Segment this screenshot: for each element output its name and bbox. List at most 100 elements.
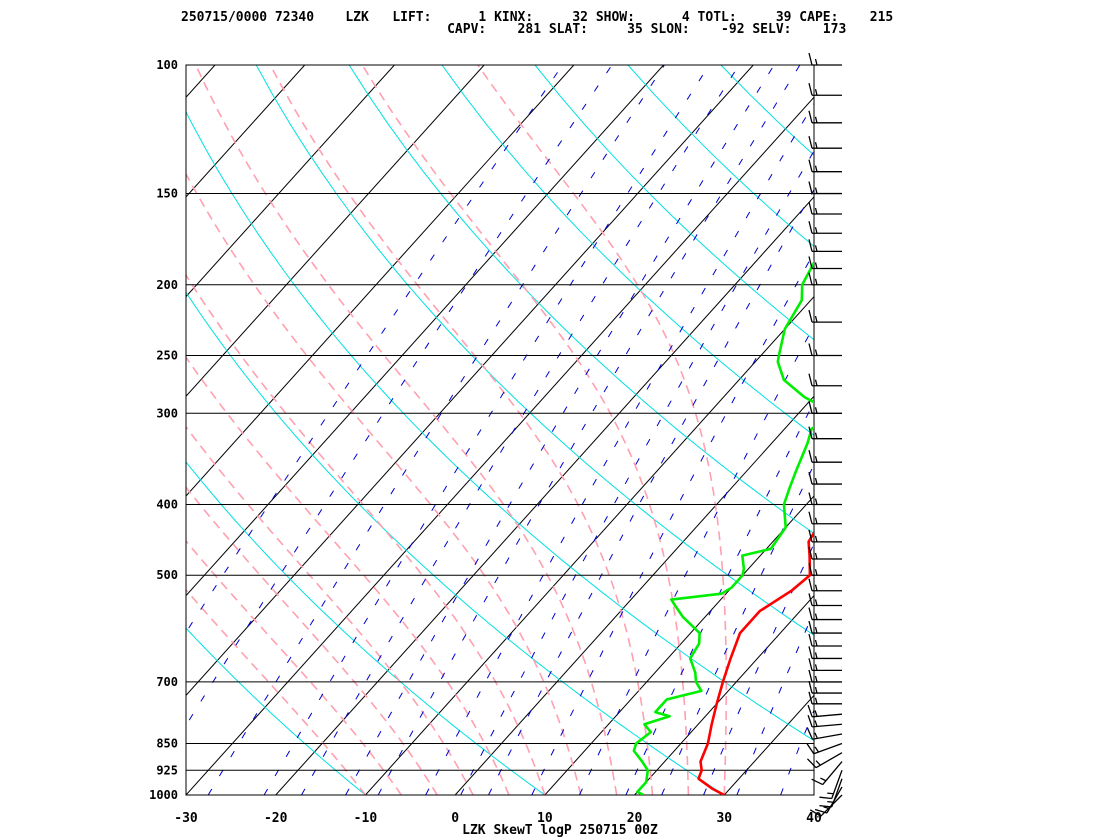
- wind-barb: [808, 607, 842, 621]
- temperature-tick--20: -20: [264, 811, 288, 826]
- moist-adiabat-line: [186, 588, 367, 795]
- wind-barb: [808, 309, 842, 323]
- wind-barb: [808, 546, 842, 560]
- moist-adiabat-line: [186, 425, 474, 795]
- isobars: [186, 64, 814, 796]
- wind-barb: [808, 52, 842, 66]
- wind-barb: [808, 83, 842, 96]
- pressure-tick-200: 200: [156, 278, 178, 292]
- isotherm-line: [544, 495, 814, 795]
- wind-barb: [819, 778, 843, 808]
- moist-adiabat-line: [186, 273, 546, 795]
- wind-barb: [808, 136, 842, 149]
- wind-barb: [808, 680, 842, 694]
- wind-barb: [808, 633, 842, 647]
- wind-barb: [808, 201, 842, 215]
- temperature-tick-0: 0: [451, 811, 459, 826]
- wind-barb: [807, 714, 843, 728]
- wind-barb: [808, 159, 842, 173]
- pressure-tick-100: 100: [156, 58, 178, 72]
- mixing-ratio-line: [578, 324, 814, 795]
- dry-adiabat-line: [186, 627, 366, 795]
- dry-adiabat-line: [720, 65, 814, 156]
- mixing-ratio-line: [207, 65, 665, 795]
- mixing-ratio-line: [186, 65, 563, 634]
- temperature-profile: [697, 530, 814, 795]
- wind-barb: [808, 669, 842, 683]
- wind-barb: [808, 529, 842, 543]
- wind-barb: [808, 401, 842, 414]
- mixing-ratio-line: [661, 463, 814, 795]
- wind-barb: [808, 239, 842, 252]
- moist-adiabat-line: [361, 65, 690, 795]
- dry-adiabat-line: [627, 65, 814, 248]
- moist-adiabat-line: [186, 539, 402, 795]
- temperature-tick-10: 10: [537, 811, 553, 826]
- isotherm-line: [813, 794, 814, 795]
- isotherm-line: [0, 65, 36, 795]
- wind-barb: [811, 761, 843, 786]
- wind-barb: [808, 426, 842, 440]
- dewpoint-profile: [632, 260, 814, 795]
- mixing-ratio-line: [186, 65, 613, 727]
- isotherm-line: [634, 594, 814, 795]
- wind-barb: [808, 691, 842, 705]
- wind-barb: [808, 450, 842, 463]
- pressure-tick-500: 500: [156, 568, 178, 582]
- isotherm-line: [186, 65, 664, 597]
- isotherm-line: [186, 65, 395, 298]
- isotherm-line: [186, 65, 754, 697]
- moist-adiabat-line: [186, 355, 510, 795]
- isotherm-line: [275, 196, 814, 795]
- wind-barb: [806, 727, 843, 740]
- isotherm-line: [365, 295, 814, 795]
- wind-barb: [808, 563, 842, 576]
- wind-barb: [808, 256, 842, 270]
- pressure-tick-400: 400: [156, 498, 178, 512]
- wind-barb: [808, 658, 842, 672]
- wind-barb: [808, 593, 842, 607]
- wind-barb: [808, 620, 842, 634]
- dry-adiabat-line: [813, 65, 814, 66]
- dry-adiabat-line: [348, 65, 814, 535]
- wind-barbs: [806, 52, 843, 817]
- wind-barb: [806, 742, 843, 755]
- moist-adiabat-line: [186, 486, 438, 795]
- wind-barb: [808, 492, 842, 506]
- isotherm-line: [186, 65, 306, 198]
- pressure-tick-150: 150: [156, 187, 178, 201]
- isotherm-line: [186, 65, 485, 398]
- mixing-ratio-line: [460, 150, 814, 795]
- temperature-tick-20: 20: [627, 811, 643, 826]
- isotherm-line: [186, 65, 575, 497]
- wind-barb: [808, 578, 842, 592]
- mixing-ratio-line: [780, 708, 814, 795]
- dry-adiabat-line: [441, 65, 814, 436]
- sounding-profiles: [632, 260, 814, 795]
- mixing-ratio-line: [736, 610, 814, 795]
- mixing-ratio-line: [425, 102, 814, 795]
- pressure-tick-700: 700: [156, 675, 178, 689]
- wind-barb: [819, 770, 843, 800]
- pressure-tick-300: 300: [156, 406, 178, 420]
- pressure-tick-1000: 1000: [149, 788, 178, 802]
- wind-barb: [806, 752, 843, 769]
- wind-barb: [808, 471, 842, 485]
- moist-adiabat-line: [269, 65, 654, 795]
- plot-frame: [185, 64, 815, 796]
- wind-barb: [808, 511, 842, 525]
- pressure-tick-850: 850: [156, 736, 178, 750]
- wind-barb: [808, 221, 842, 234]
- wind-barb: [808, 646, 842, 660]
- temperature-tick--30: -30: [174, 811, 198, 826]
- pressure-tick-925: 925: [156, 763, 178, 777]
- wind-barb: [808, 110, 842, 124]
- wind-barb: [808, 373, 842, 387]
- mixing-ratio-line: [377, 65, 801, 795]
- header-line-1: 250715/0000 72340 LZK LIFT: 1 KINX: 32 S…: [181, 10, 894, 25]
- temperature-axis-labels: -30 -20 -10 0 10 20 30 40: [174, 811, 822, 826]
- wind-barb: [808, 343, 842, 357]
- isotherm-line: [186, 65, 216, 98]
- dry-adiabat-line: [534, 65, 814, 341]
